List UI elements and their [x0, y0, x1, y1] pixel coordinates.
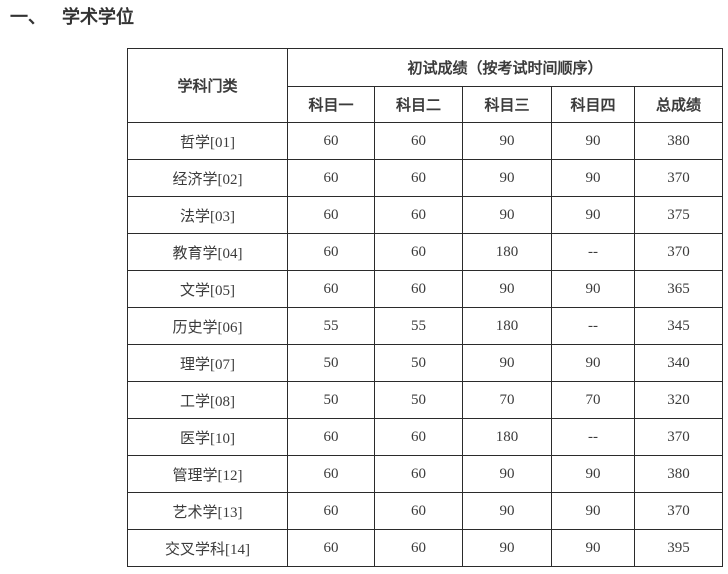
table-row: 交叉学科[14] 60 60 90 90 395 [127, 529, 723, 567]
score-table: 学科门类 初试成绩（按考试时间顺序） 科目一 科目二 科目三 科目四 总成绩 哲… [127, 48, 723, 567]
cell-subject-4: -- [551, 307, 635, 345]
header-total-score: 总成绩 [634, 86, 723, 123]
cell-subject-4: 70 [551, 381, 635, 419]
cell-total: 395 [634, 529, 723, 567]
table-row: 艺术学[13] 60 60 90 90 370 [127, 492, 723, 530]
header-subject-2: 科目二 [374, 86, 463, 123]
cell-subject-1: 60 [287, 233, 375, 271]
row-category: 文学[05] [127, 270, 288, 308]
cell-subject-1: 60 [287, 159, 375, 197]
header-subject-1: 科目一 [287, 86, 375, 123]
cell-subject-4: -- [551, 418, 635, 456]
table-row: 管理学[12] 60 60 90 90 380 [127, 455, 723, 493]
cell-subject-1: 60 [287, 196, 375, 234]
cell-subject-1: 60 [287, 418, 375, 456]
row-category: 理学[07] [127, 344, 288, 382]
cell-subject-4: 90 [551, 159, 635, 197]
cell-subject-1: 60 [287, 270, 375, 308]
section-number: 一、 [10, 7, 46, 27]
table-row: 经济学[02] 60 60 90 90 370 [127, 159, 723, 197]
cell-total: 370 [634, 159, 723, 197]
header-subject-3: 科目三 [462, 86, 552, 123]
cell-total: 320 [634, 381, 723, 419]
row-category: 艺术学[13] [127, 492, 288, 530]
cell-subject-2: 60 [374, 196, 463, 234]
cell-subject-4: 90 [551, 196, 635, 234]
cell-subject-3: 90 [462, 122, 552, 160]
cell-subject-2: 60 [374, 455, 463, 493]
cell-subject-3: 90 [462, 270, 552, 308]
row-category: 法学[03] [127, 196, 288, 234]
table-header-row-group: 学科门类 初试成绩（按考试时间顺序） [127, 48, 723, 123]
section-heading: 一、 学术学位 [10, 6, 134, 28]
header-subject-4: 科目四 [551, 86, 635, 123]
row-category: 历史学[06] [127, 307, 288, 345]
row-category: 经济学[02] [127, 159, 288, 197]
cell-subject-1: 60 [287, 455, 375, 493]
cell-subject-3: 70 [462, 381, 552, 419]
cell-total: 380 [634, 455, 723, 493]
cell-total: 370 [634, 492, 723, 530]
cell-subject-4: 90 [551, 455, 635, 493]
cell-subject-3: 90 [462, 492, 552, 530]
cell-subject-3: 180 [462, 233, 552, 271]
row-category: 管理学[12] [127, 455, 288, 493]
table-row: 文学[05] 60 60 90 90 365 [127, 270, 723, 308]
cell-subject-2: 60 [374, 159, 463, 197]
cell-subject-4: 90 [551, 344, 635, 382]
cell-total: 380 [634, 122, 723, 160]
row-category: 教育学[04] [127, 233, 288, 271]
cell-subject-3: 90 [462, 196, 552, 234]
cell-subject-2: 60 [374, 529, 463, 567]
table-row: 工学[08] 50 50 70 70 320 [127, 381, 723, 419]
table-row: 教育学[04] 60 60 180 -- 370 [127, 233, 723, 271]
cell-subject-4: 90 [551, 270, 635, 308]
cell-subject-3: 90 [462, 159, 552, 197]
table-header-row-subjects: 科目一 科目二 科目三 科目四 总成绩 [128, 86, 723, 123]
table-row: 医学[10] 60 60 180 -- 370 [127, 418, 723, 456]
header-category: 学科门类 [127, 48, 288, 123]
cell-subject-2: 60 [374, 122, 463, 160]
cell-total: 370 [634, 233, 723, 271]
cell-subject-4: 90 [551, 122, 635, 160]
row-category: 哲学[01] [127, 122, 288, 160]
cell-subject-3: 180 [462, 418, 552, 456]
cell-subject-3: 90 [462, 455, 552, 493]
table-row: 哲学[01] 60 60 90 90 380 [127, 122, 723, 160]
cell-subject-2: 60 [374, 492, 463, 530]
cell-total: 340 [634, 344, 723, 382]
row-category: 交叉学科[14] [127, 529, 288, 567]
row-category: 医学[10] [127, 418, 288, 456]
cell-subject-2: 55 [374, 307, 463, 345]
cell-subject-1: 60 [287, 492, 375, 530]
cell-subject-1: 50 [287, 344, 375, 382]
cell-subject-3: 90 [462, 344, 552, 382]
table-row: 历史学[06] 55 55 180 -- 345 [127, 307, 723, 345]
cell-subject-2: 50 [374, 344, 463, 382]
cell-subject-1: 60 [287, 529, 375, 567]
cell-total: 370 [634, 418, 723, 456]
cell-subject-2: 60 [374, 418, 463, 456]
header-initial-scores-group: 初试成绩（按考试时间顺序） [287, 48, 723, 87]
cell-subject-2: 60 [374, 233, 463, 271]
cell-total: 375 [634, 196, 723, 234]
cell-subject-4: -- [551, 233, 635, 271]
row-category: 工学[08] [127, 381, 288, 419]
cell-subject-1: 60 [287, 122, 375, 160]
cell-subject-2: 60 [374, 270, 463, 308]
cell-subject-2: 50 [374, 381, 463, 419]
table-row: 法学[03] 60 60 90 90 375 [127, 196, 723, 234]
cell-subject-4: 90 [551, 492, 635, 530]
cell-total: 345 [634, 307, 723, 345]
cell-subject-3: 90 [462, 529, 552, 567]
cell-subject-4: 90 [551, 529, 635, 567]
cell-subject-3: 180 [462, 307, 552, 345]
cell-total: 365 [634, 270, 723, 308]
cell-subject-1: 55 [287, 307, 375, 345]
section-title: 学术学位 [62, 7, 134, 27]
cell-subject-1: 50 [287, 381, 375, 419]
table-row: 理学[07] 50 50 90 90 340 [127, 344, 723, 382]
